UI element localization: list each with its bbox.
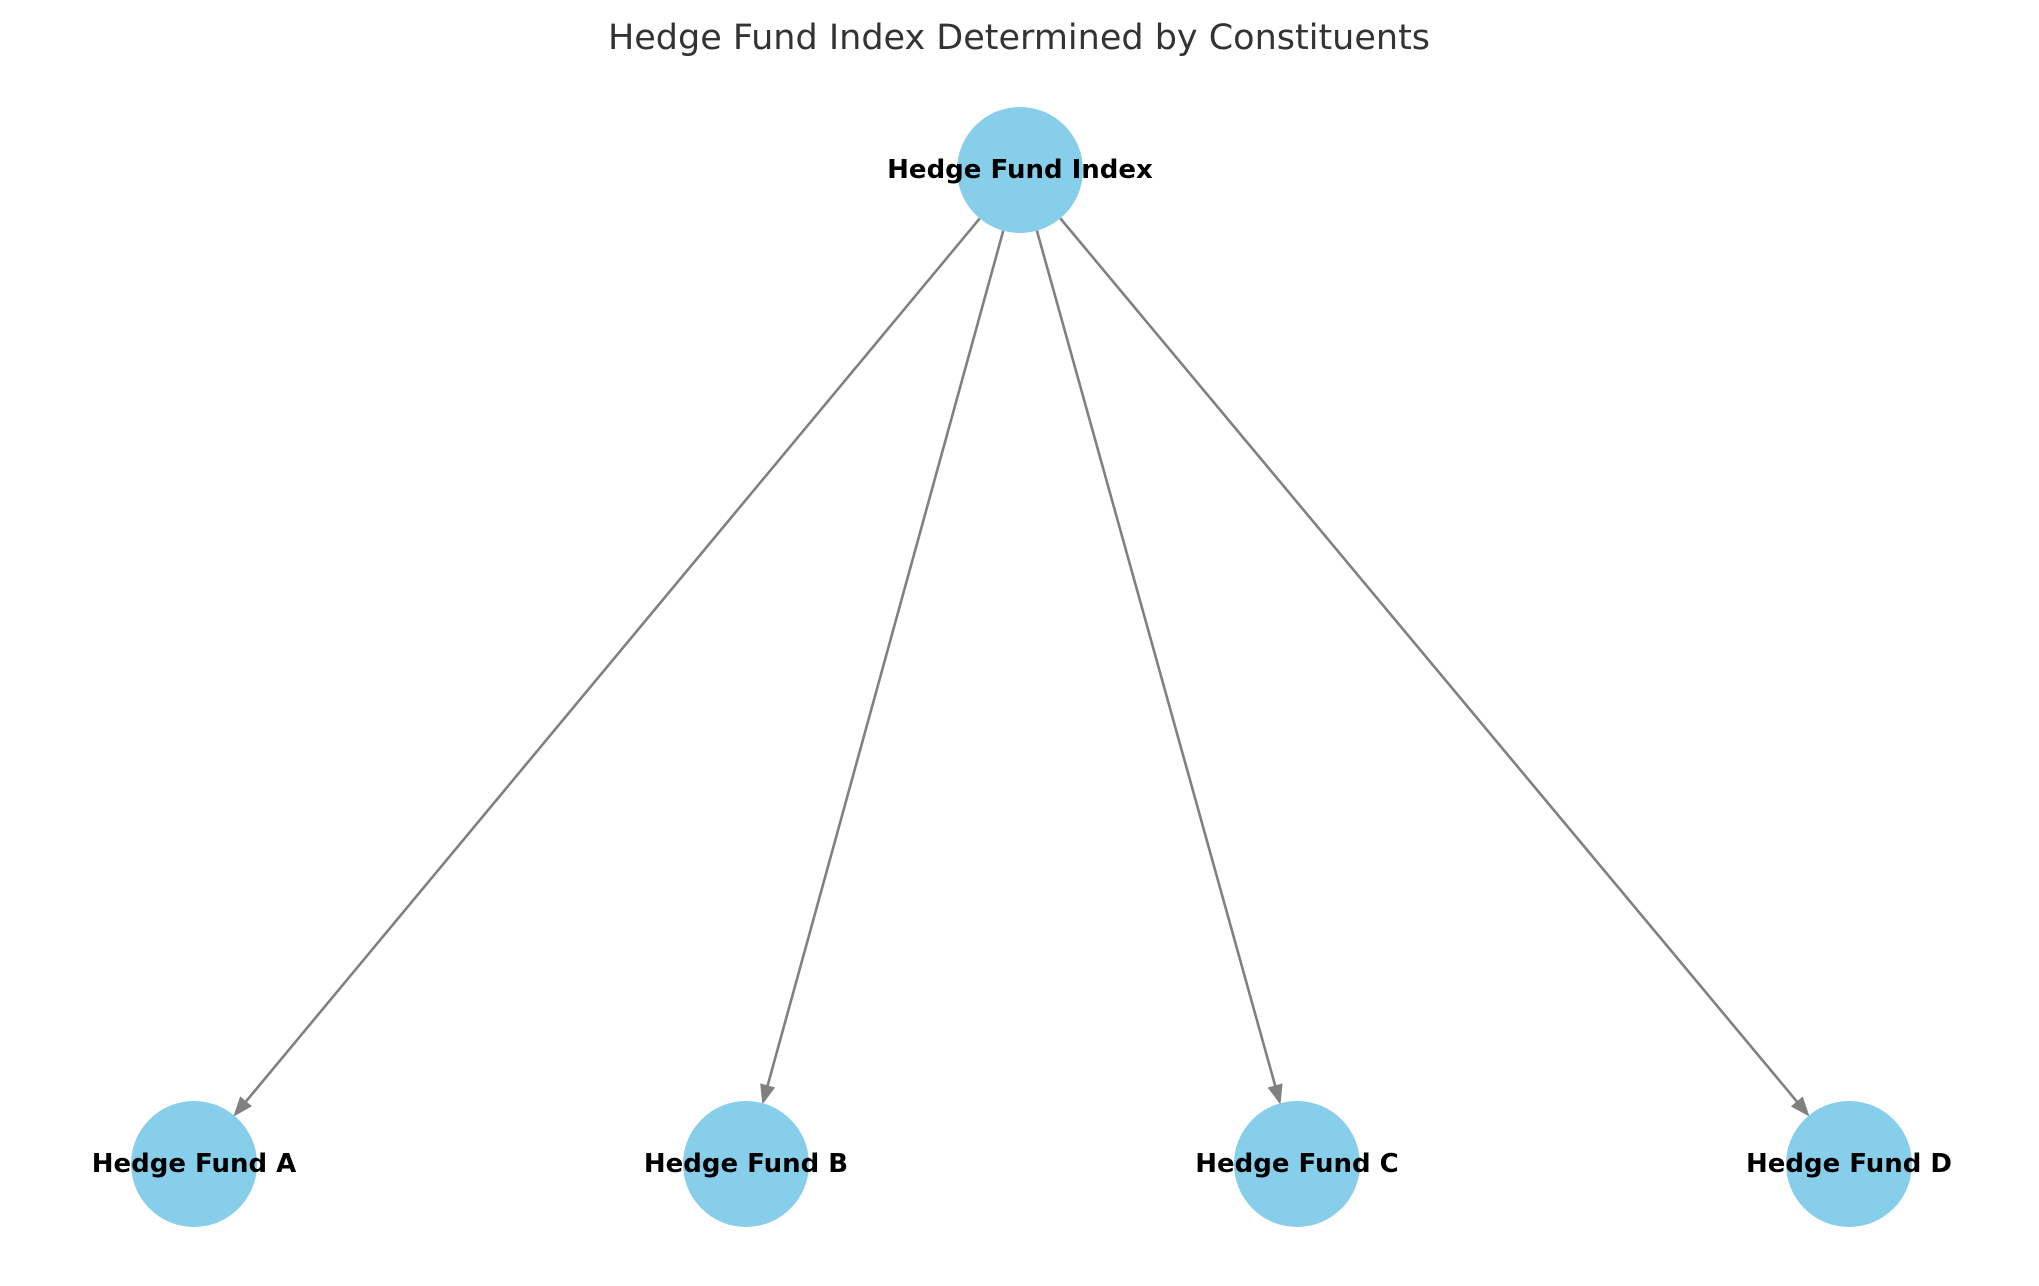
- node-index: Hedge Fund Index: [887, 107, 1153, 233]
- node-label: Hedge Fund D: [1746, 1149, 1952, 1179]
- edge-index-to-d: [1059, 217, 1810, 1117]
- edge-index-to-a: [233, 217, 981, 1117]
- nodes-layer: Hedge Fund Index Hedge Fund A Hedge Fund B…: [92, 107, 1952, 1227]
- node-b: Hedge Fund B: [644, 1101, 848, 1227]
- edge-line: [766, 230, 1005, 1087]
- arrowhead-icon: [233, 1096, 253, 1117]
- node-label: Hedge Fund Index: [887, 155, 1153, 185]
- node-d: Hedge Fund D: [1746, 1101, 1952, 1227]
- node-a: Hedge Fund A: [92, 1101, 297, 1227]
- node-label: Hedge Fund A: [92, 1149, 297, 1179]
- node-circle: [957, 107, 1083, 233]
- arrowhead-icon: [760, 1083, 776, 1105]
- edges-layer: [233, 217, 1810, 1117]
- arrowhead-icon: [1790, 1096, 1810, 1117]
- edge-line: [1059, 217, 1799, 1103]
- edge-line: [244, 217, 981, 1103]
- diagram-title: Hedge Fund Index Determined by Constitue…: [608, 18, 1430, 58]
- edge-line: [1035, 230, 1277, 1087]
- node-circle: [131, 1101, 257, 1227]
- edge-index-to-c: [1035, 230, 1283, 1105]
- node-circle: [683, 1101, 809, 1227]
- arrowhead-icon: [1267, 1083, 1283, 1105]
- node-label: Hedge Fund B: [644, 1149, 848, 1179]
- node-c: Hedge Fund C: [1195, 1101, 1399, 1227]
- node-circle: [1234, 1101, 1360, 1227]
- node-circle: [1786, 1101, 1912, 1227]
- edge-index-to-b: [760, 230, 1005, 1105]
- node-label: Hedge Fund C: [1195, 1149, 1399, 1179]
